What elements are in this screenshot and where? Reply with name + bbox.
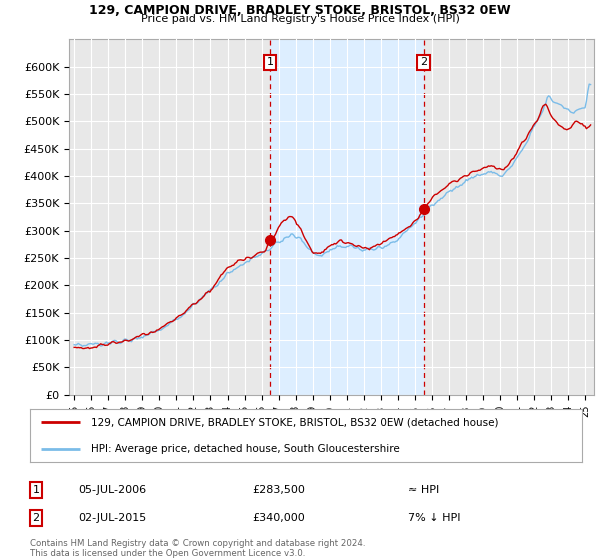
Text: 05-JUL-2006: 05-JUL-2006: [78, 485, 146, 495]
Text: 1: 1: [266, 57, 274, 67]
Text: Price paid vs. HM Land Registry's House Price Index (HPI): Price paid vs. HM Land Registry's House …: [140, 14, 460, 24]
Text: 02-JUL-2015: 02-JUL-2015: [78, 513, 146, 523]
Text: ≈ HPI: ≈ HPI: [408, 485, 439, 495]
Text: £340,000: £340,000: [252, 513, 305, 523]
Text: 129, CAMPION DRIVE, BRADLEY STOKE, BRISTOL, BS32 0EW: 129, CAMPION DRIVE, BRADLEY STOKE, BRIST…: [89, 4, 511, 17]
Text: £283,500: £283,500: [252, 485, 305, 495]
Text: 129, CAMPION DRIVE, BRADLEY STOKE, BRISTOL, BS32 0EW (detached house): 129, CAMPION DRIVE, BRADLEY STOKE, BRIST…: [91, 417, 498, 427]
Text: 1: 1: [32, 485, 40, 495]
Text: 2: 2: [420, 57, 427, 67]
Text: Contains HM Land Registry data © Crown copyright and database right 2024.
This d: Contains HM Land Registry data © Crown c…: [30, 539, 365, 558]
Text: 2: 2: [32, 513, 40, 523]
Text: HPI: Average price, detached house, South Gloucestershire: HPI: Average price, detached house, Sout…: [91, 444, 400, 454]
Bar: [270, 39, 424, 395]
Text: 7% ↓ HPI: 7% ↓ HPI: [408, 513, 461, 523]
